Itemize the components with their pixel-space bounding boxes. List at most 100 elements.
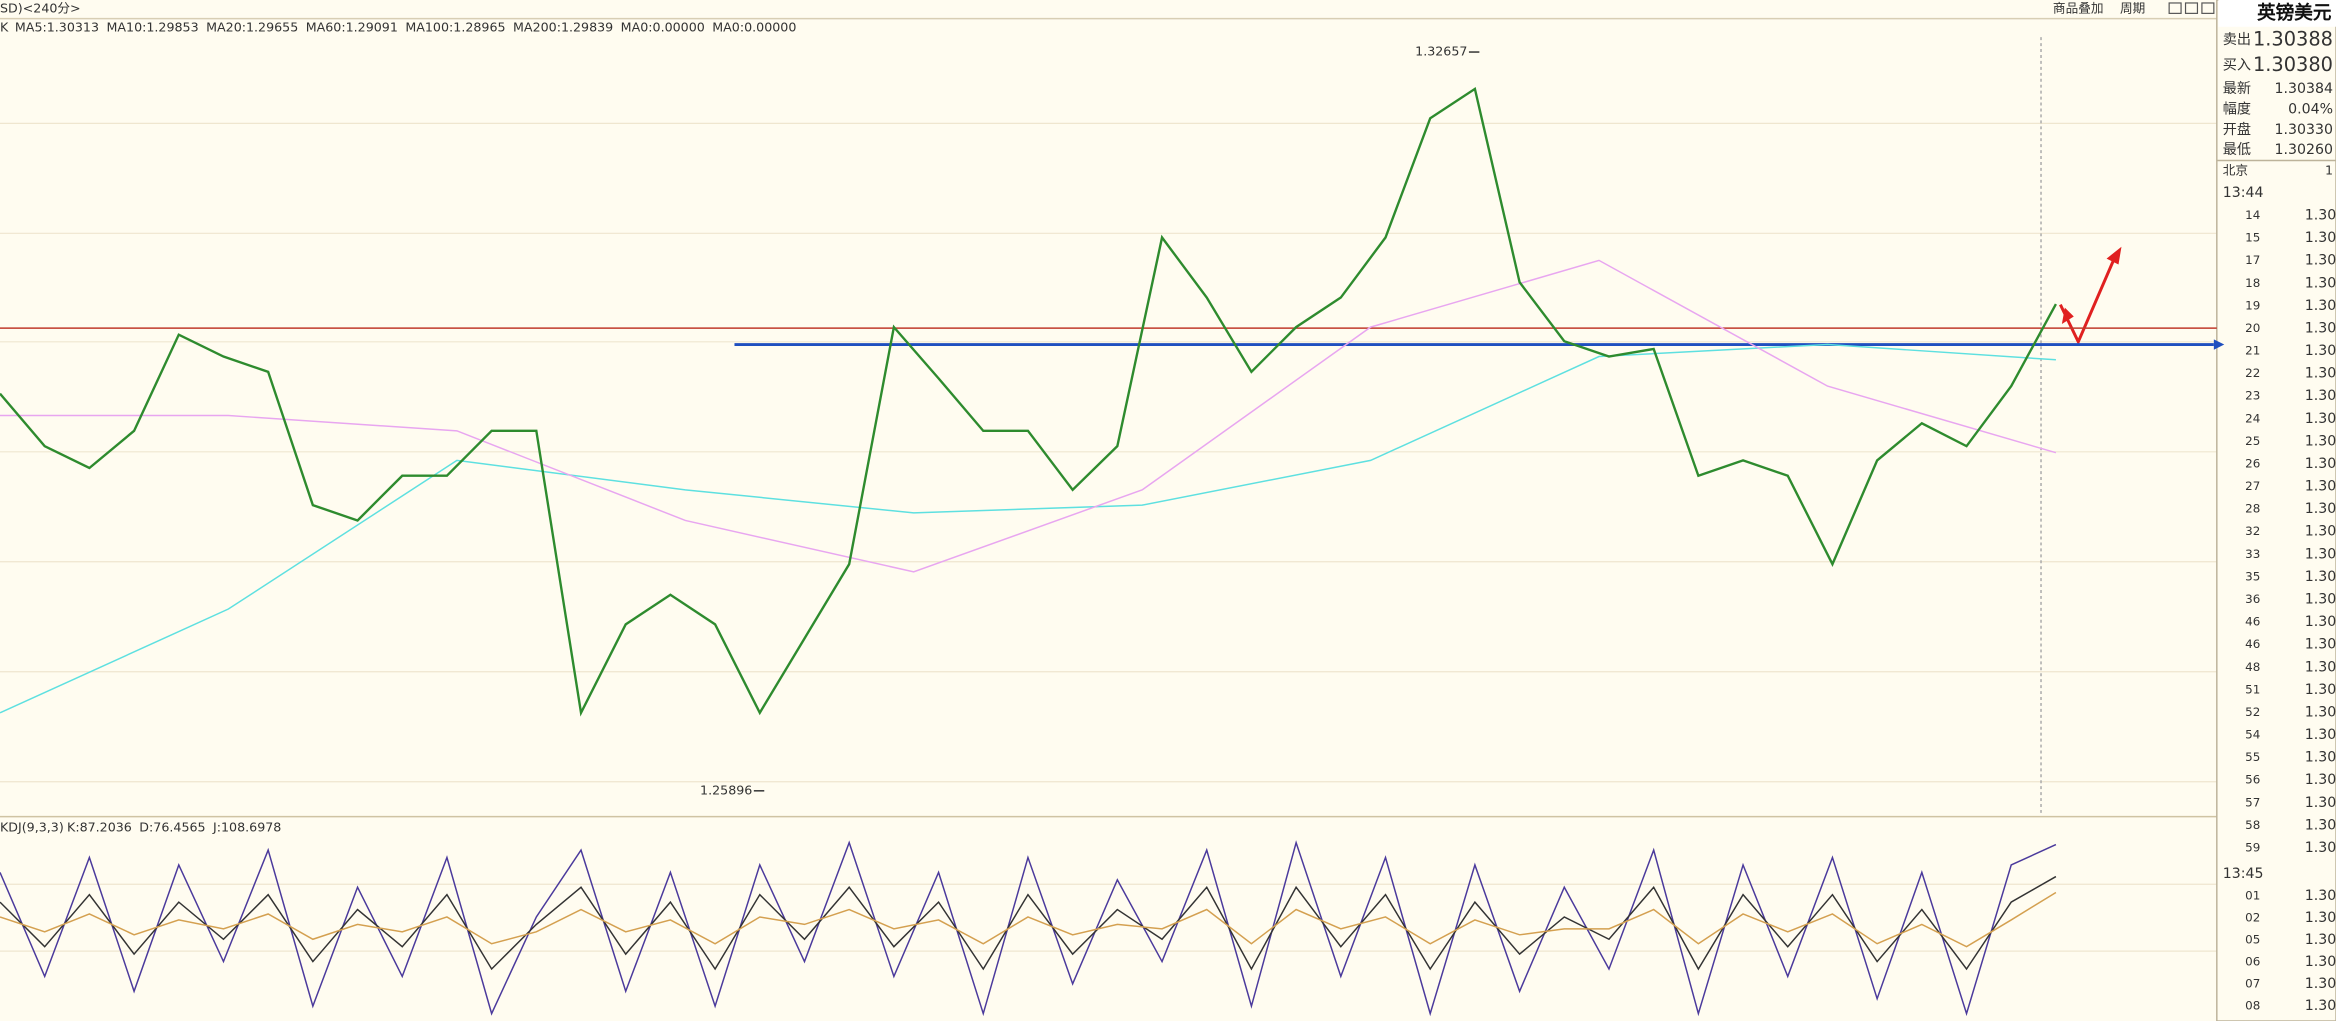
tick-time: 57 bbox=[2245, 795, 2260, 809]
ma-label: MA5:1.30313 bbox=[15, 20, 99, 35]
drawn-arrowhead bbox=[2061, 307, 2074, 324]
quote-value: 1.30260 bbox=[2275, 142, 2333, 158]
tick-time: 55 bbox=[2245, 750, 2260, 764]
tick-time: 32 bbox=[2245, 524, 2260, 538]
tick-price: 1.30 bbox=[2305, 275, 2336, 291]
tick-price: 1.30 bbox=[2305, 998, 2336, 1014]
ma-label: MA60:1.29091 bbox=[306, 20, 398, 35]
tick-price: 1.30 bbox=[2305, 840, 2336, 856]
period-button[interactable]: 周期 bbox=[2120, 0, 2145, 15]
ma-label: MA10:1.29853 bbox=[106, 20, 198, 35]
tick-time: 17 bbox=[2245, 253, 2260, 267]
tick-time: 26 bbox=[2245, 456, 2260, 470]
ma-label: MA20:1.29655 bbox=[206, 20, 298, 35]
tick-time: 21 bbox=[2245, 344, 2260, 358]
level-arrowhead bbox=[2213, 339, 2225, 350]
quote-value: 1.30388 bbox=[2253, 28, 2333, 51]
tick-price: 1.30 bbox=[2305, 388, 2336, 404]
tick-price: 1.30 bbox=[2305, 976, 2336, 992]
quote-label: 最新 bbox=[2223, 81, 2251, 97]
tick-time: 22 bbox=[2245, 366, 2260, 380]
tick-time: 02 bbox=[2245, 911, 2260, 925]
tick-price: 1.30 bbox=[2305, 569, 2336, 585]
tick-price: 1.30 bbox=[2305, 524, 2336, 540]
quote-label: 幅度 bbox=[2223, 102, 2251, 118]
tick-price: 1.30 bbox=[2305, 298, 2336, 314]
quote-value: 1.30384 bbox=[2275, 81, 2333, 97]
quote-value: 1.30330 bbox=[2275, 122, 2333, 138]
tick-time: 05 bbox=[2245, 933, 2260, 947]
quote-value: 0.04% bbox=[2288, 102, 2333, 118]
tick-price: 1.30 bbox=[2305, 727, 2336, 743]
quote-title: 英镑美元 bbox=[2257, 2, 2332, 24]
time-header: 13:44 bbox=[2223, 185, 2264, 201]
tick-price: 1.30 bbox=[2305, 659, 2336, 675]
tick-price: 1.30 bbox=[2305, 795, 2336, 811]
tick-time: 59 bbox=[2245, 841, 2260, 855]
tick-time: 54 bbox=[2245, 728, 2260, 742]
count: 1 bbox=[2325, 162, 2333, 177]
quote-panel bbox=[2216, 0, 2336, 1021]
overlay-button[interactable]: 商品叠加 bbox=[2053, 0, 2104, 15]
tick-time: 14 bbox=[2245, 208, 2260, 222]
tick-time: 28 bbox=[2245, 502, 2260, 516]
ma-line bbox=[0, 343, 2056, 714]
ma-label: MA0:0.00000 bbox=[712, 20, 796, 35]
drawn-arrowhead bbox=[2106, 246, 2122, 265]
indicator-name: K bbox=[0, 20, 9, 35]
tick-time: 15 bbox=[2245, 231, 2260, 245]
tick-time: 25 bbox=[2245, 434, 2260, 448]
tick-price: 1.30 bbox=[2305, 614, 2336, 630]
tick-time: 33 bbox=[2245, 547, 2260, 561]
tick-time: 08 bbox=[2245, 999, 2260, 1013]
tick-time: 20 bbox=[2245, 321, 2260, 335]
window-icons[interactable] bbox=[2168, 2, 2215, 14]
time-header: 13:45 bbox=[2223, 866, 2264, 882]
quote-label: 卖出 bbox=[2223, 32, 2251, 48]
quote-label: 最低 bbox=[2223, 142, 2251, 158]
symbol-label: SD)<240分> bbox=[0, 0, 81, 15]
kdj-stat: D:76.4565 bbox=[139, 819, 205, 834]
tick-price: 1.30 bbox=[2305, 343, 2336, 359]
tick-price: 1.30 bbox=[2305, 750, 2336, 766]
tick-price: 1.30 bbox=[2305, 546, 2336, 562]
tick-price: 1.30 bbox=[2305, 704, 2336, 720]
tick-price: 1.30 bbox=[2305, 954, 2336, 970]
tick-price: 1.30 bbox=[2305, 501, 2336, 517]
kdj-label: KDJ(9,3,3) bbox=[0, 819, 64, 834]
quote-label: 开盘 bbox=[2223, 121, 2251, 138]
tick-time: 18 bbox=[2245, 276, 2260, 290]
ma-label: MA100:1.28965 bbox=[405, 20, 505, 35]
tick-time: 46 bbox=[2245, 615, 2260, 629]
kdj-line bbox=[0, 875, 2057, 971]
tick-time: 46 bbox=[2245, 637, 2260, 651]
tick-time: 56 bbox=[2245, 773, 2260, 787]
tick-price: 1.30 bbox=[2305, 456, 2336, 472]
price-line bbox=[0, 86, 2057, 717]
tick-time: 07 bbox=[2245, 977, 2260, 991]
quote-label: 买入 bbox=[2223, 57, 2251, 73]
quote-value: 1.30380 bbox=[2253, 53, 2333, 76]
kdj-stat: K:87.2036 bbox=[67, 819, 132, 834]
tick-price: 1.30 bbox=[2305, 433, 2336, 449]
ma-label: MA0:0.00000 bbox=[621, 20, 705, 35]
ma-line bbox=[0, 259, 2057, 573]
tick-price: 1.30 bbox=[2305, 817, 2336, 833]
tick-time: 58 bbox=[2245, 818, 2260, 832]
tick-price: 1.30 bbox=[2305, 772, 2336, 788]
tick-price: 1.30 bbox=[2305, 230, 2336, 246]
tick-price: 1.30 bbox=[2305, 208, 2336, 224]
tick-time: 06 bbox=[2245, 955, 2260, 969]
quote-title-bg bbox=[2218, 0, 2336, 27]
annotation: 1.32657 bbox=[1415, 44, 1467, 59]
kdj-line bbox=[0, 891, 2057, 948]
tick-time: 51 bbox=[2245, 682, 2260, 696]
tick-price: 1.30 bbox=[2305, 910, 2336, 926]
tick-price: 1.30 bbox=[2305, 888, 2336, 904]
tick-price: 1.30 bbox=[2305, 253, 2336, 269]
tick-price: 1.30 bbox=[2305, 366, 2336, 382]
city: 北京 bbox=[2223, 162, 2248, 177]
